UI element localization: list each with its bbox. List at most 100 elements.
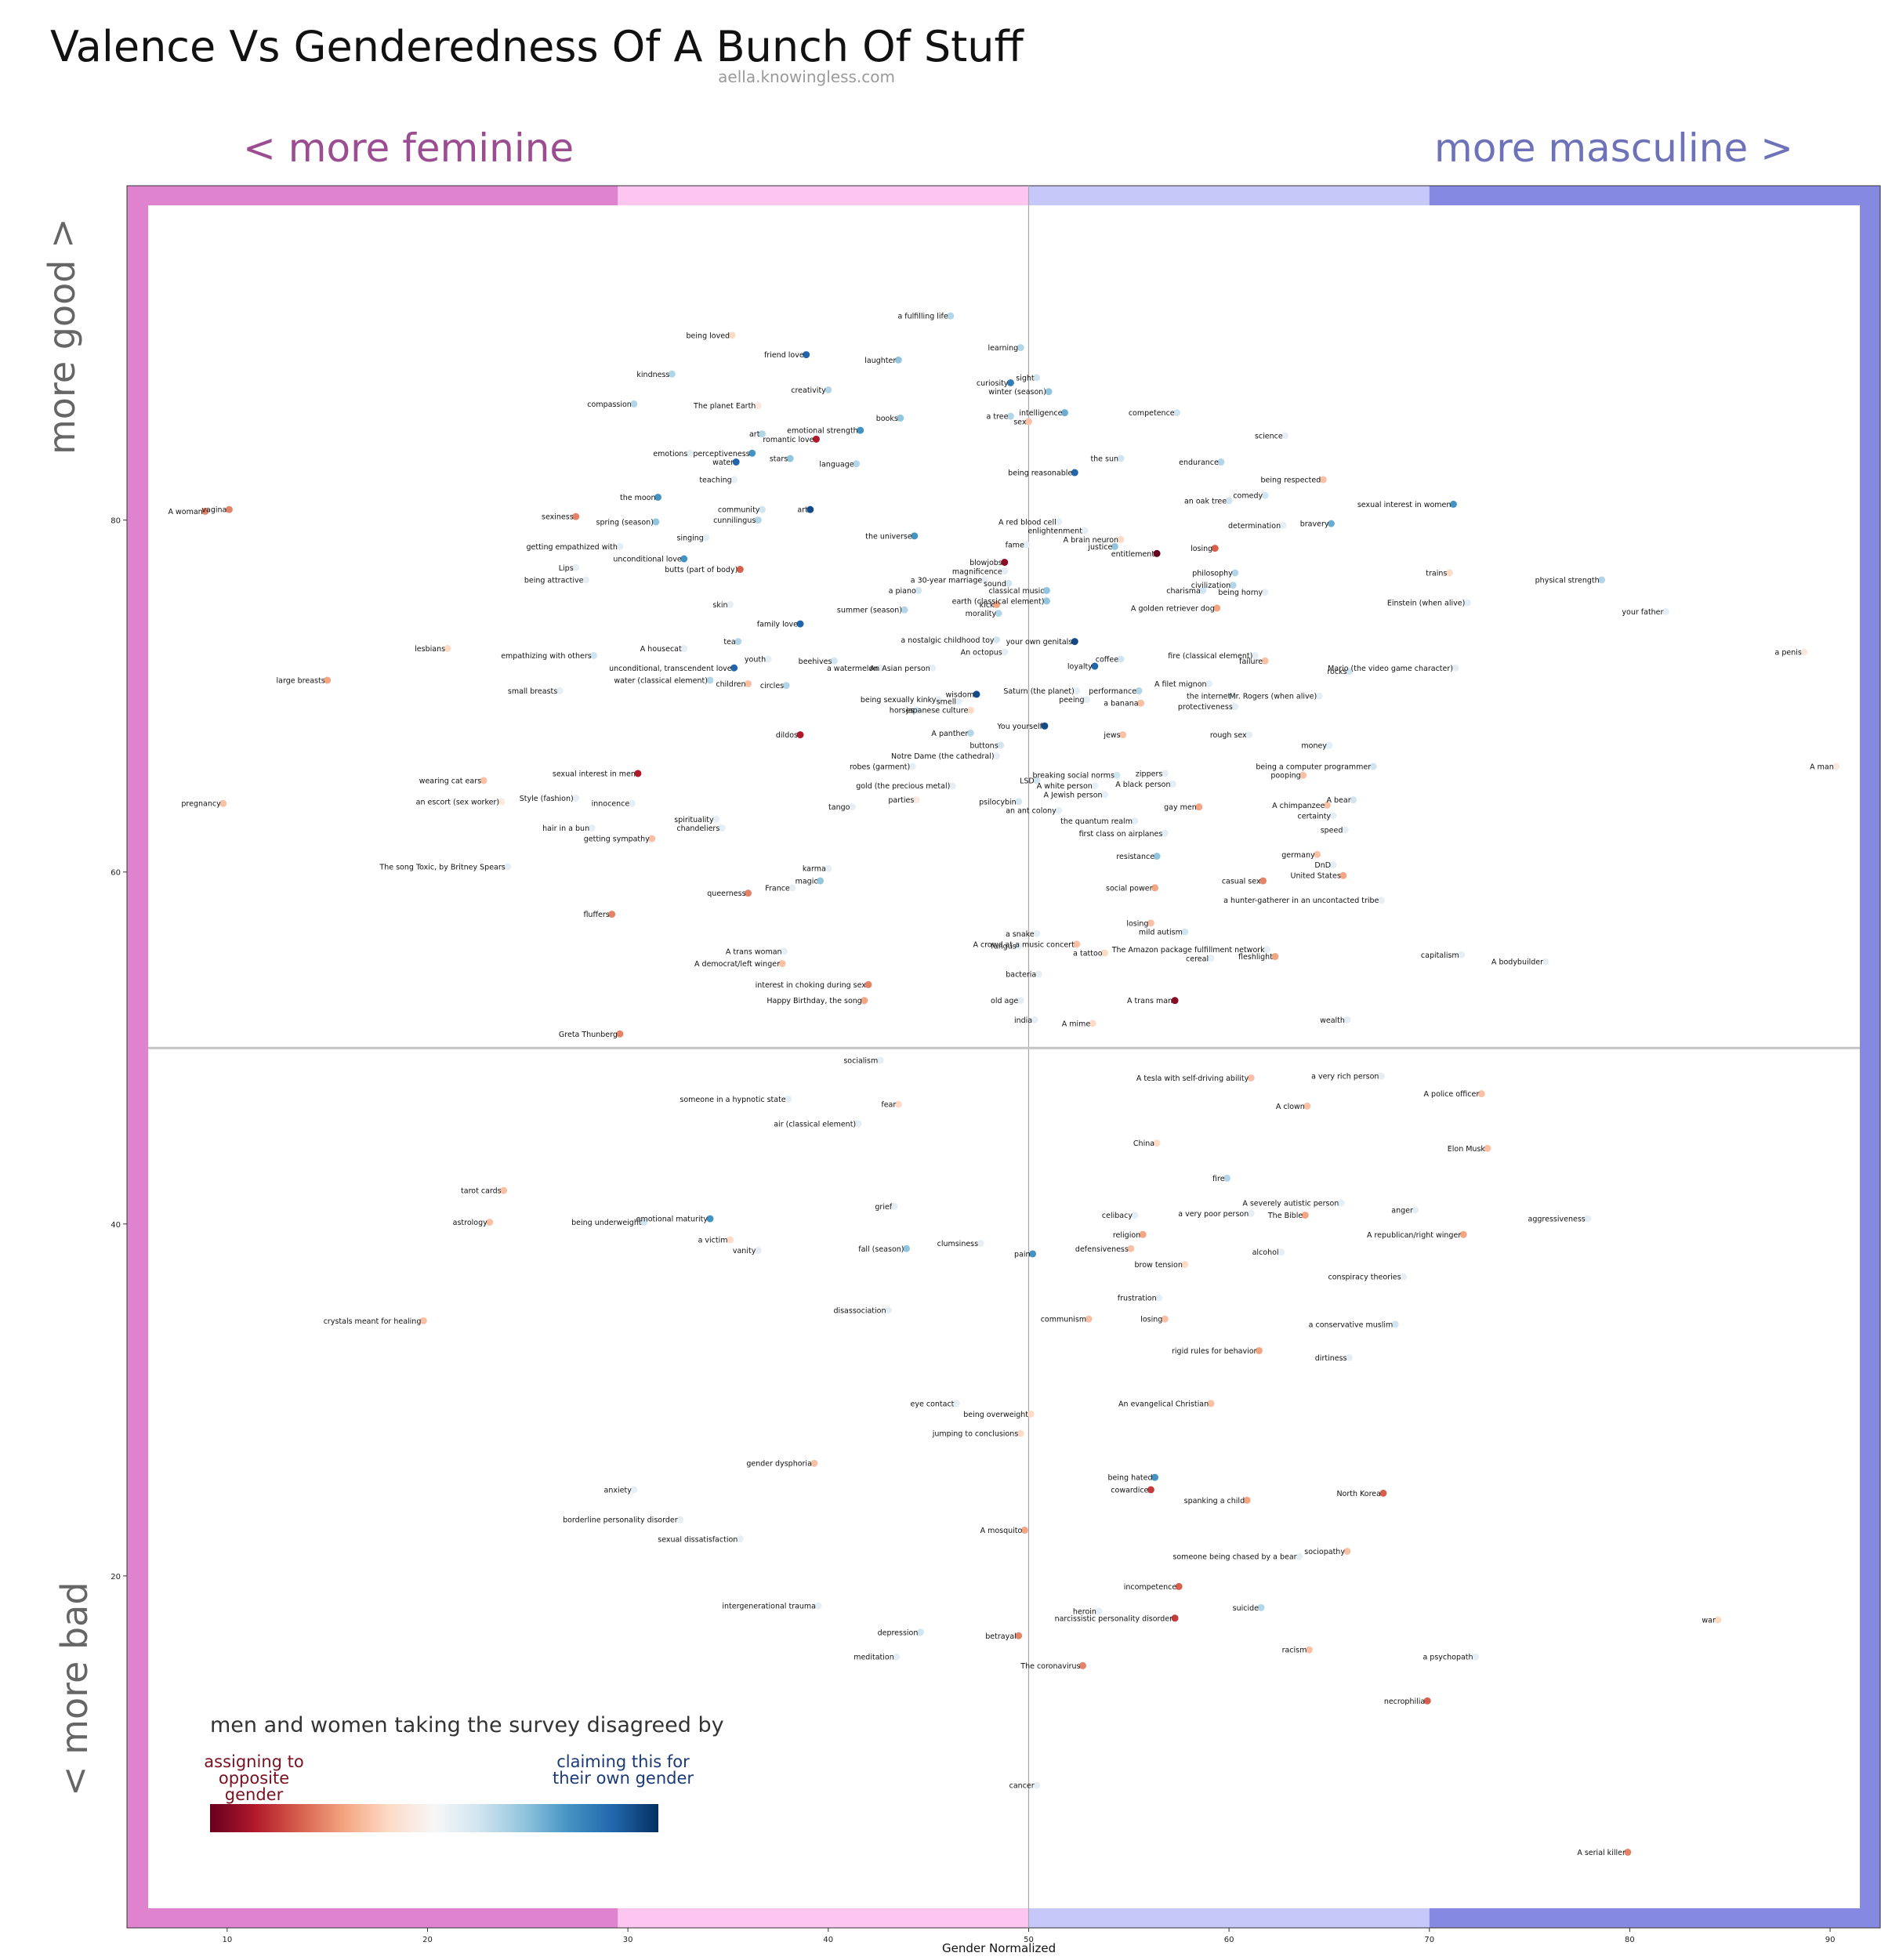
data-point [1459,1230,1467,1238]
point-label: frustration [1118,1295,1157,1303]
data-point [630,400,638,408]
data-point [1015,798,1023,806]
data-point [444,645,451,653]
point-label: spanking a child [1184,1497,1245,1505]
data-point [1449,500,1457,508]
point-label: alcohol [1252,1248,1279,1257]
point-label: The Bible [1267,1212,1303,1220]
point-label: cunnilingus [713,516,756,525]
point-label: a fulfilling life [897,313,948,321]
point-label: A republican/right winger [1367,1231,1461,1240]
data-point [1207,955,1215,962]
data-point [995,610,1002,618]
data-point [817,877,825,885]
point-label: fire (classical element) [1168,652,1252,661]
point-label: a conservative muslim [1309,1321,1394,1329]
point-label: A crowd at a music concert [973,940,1075,949]
point-label: hair in a bun [542,824,589,833]
point-label: A mime [1062,1020,1091,1028]
point-label: wisdom [946,690,974,699]
point-label: Elon Musk [1448,1145,1486,1154]
point-label: your father [1622,608,1663,617]
point-label: germany [1281,851,1315,860]
data-point [1343,1016,1351,1023]
point-label: peeing [1059,696,1084,705]
point-label: A chimpanzee [1272,802,1325,810]
point-label: sex [1013,418,1027,426]
data-point [480,777,487,784]
point-label: language [819,460,854,469]
point-label: the moon [620,494,656,502]
data-point [1217,458,1225,466]
point-label: a banana [1104,700,1138,708]
point-label: The coronavirus [1020,1662,1080,1671]
masculine-axis-label: more masculine > [1433,125,1793,171]
point-label: a snake [1006,930,1035,939]
point-label: A trans man [1127,997,1172,1005]
data-point [1598,576,1606,584]
point-label: money [1301,742,1327,751]
data-point [1153,1139,1161,1147]
data-point [947,312,955,320]
point-label: emotional strength [787,427,858,436]
point-label: smell [937,697,956,706]
x-tick-label: 10 [222,1936,232,1944]
data-point [796,620,804,628]
y-tick-label: 40 [111,1221,121,1230]
data-point [952,1400,960,1408]
point-label: pooping [1270,772,1300,781]
data-point [785,1095,792,1103]
data-point [745,889,752,897]
data-point [1161,1315,1169,1323]
data-point [1255,1346,1263,1354]
point-label: magnificence [952,567,1002,576]
point-label: performance [1089,687,1136,696]
data-point [728,331,736,339]
point-label: horses [890,707,915,716]
data-point [1299,771,1307,779]
data-point [1329,861,1337,869]
point-label: earth (classical element) [952,597,1045,606]
point-label: Einstein (when alive) [1387,600,1466,608]
data-point [1020,1527,1028,1534]
data-point [788,884,796,892]
data-point [966,706,974,714]
data-point [825,386,832,393]
point-label: an oak tree [1184,497,1227,505]
point-label: rigid rules for behavior [1172,1347,1257,1356]
data-point [1400,1273,1408,1281]
data-point [993,636,1001,643]
point-label: fame [1006,542,1024,550]
point-label: A severely autistic person [1242,1199,1339,1208]
data-point [915,586,922,594]
point-label: a piano [889,587,916,596]
point-label: sexiness [542,513,574,522]
point-label: a victim [698,1237,728,1245]
chart-ticks: 10 20 30 40 50 60 70 80 90 20 40 60 80 [111,517,1835,1944]
point-label: summer (season) [837,607,902,615]
point-label: capitalism [1421,951,1459,960]
data-point [219,799,227,807]
point-label: A panther [931,730,968,738]
point-label: unconditional, transcendent love [609,665,732,673]
data-point [1484,1144,1491,1152]
data-point [608,911,616,918]
point-label: depression [878,1629,919,1637]
data-point [810,1459,818,1467]
data-point [912,796,920,804]
x-tick-label: 70 [1424,1936,1434,1944]
data-point [736,1535,744,1543]
data-point [324,676,332,684]
data-point [676,1516,684,1523]
point-label: An evangelical Christian [1118,1400,1209,1408]
point-label: trains [1426,570,1447,578]
point-label: innocence [592,800,630,809]
data-point [778,959,786,967]
data-point [973,690,980,698]
data-point [1542,958,1549,966]
point-label: a very poor person [1178,1210,1249,1219]
point-label: tarot cards [461,1187,502,1196]
point-label: pain [1014,1250,1031,1259]
point-label: heroin [1073,1607,1096,1616]
data-point [1017,997,1024,1005]
